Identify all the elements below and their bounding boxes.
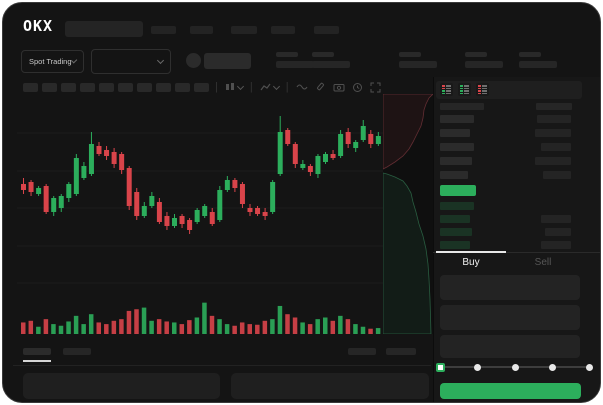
book-bids-view-icon[interactable] — [458, 83, 471, 96]
camera-icon[interactable] — [333, 82, 345, 92]
coin-icon — [186, 53, 201, 68]
spot-trading-label: Spot Trading — [29, 57, 72, 66]
bottom-tab-active-indicator — [23, 360, 51, 362]
bottom-tab-2[interactable] — [63, 348, 91, 355]
fullscreen-icon[interactable] — [370, 82, 381, 93]
timeframe-button[interactable] — [99, 83, 114, 92]
order-book-bid-row[interactable] — [440, 228, 571, 236]
last-price-bar[interactable] — [440, 185, 476, 196]
order-book-bid-row[interactable] — [440, 215, 571, 223]
ticker-stat-1 — [276, 52, 314, 68]
bottom-action-1[interactable] — [348, 348, 376, 355]
ticker-stat-4 — [465, 52, 503, 68]
order-book-bid-row[interactable] — [440, 241, 571, 249]
ticker-stat-2 — [312, 52, 350, 68]
okx-logo: OKX — [23, 17, 54, 35]
nav-item-3[interactable] — [231, 26, 257, 34]
timeframe-button[interactable] — [23, 83, 38, 92]
indicators-icon[interactable] — [260, 82, 280, 93]
nav-item-4[interactable] — [271, 26, 295, 34]
timeframe-button[interactable] — [118, 83, 133, 92]
timeframe-button[interactable] — [80, 83, 95, 92]
nav-item-2[interactable] — [190, 26, 213, 34]
buy-submit-button[interactable] — [440, 383, 581, 399]
order-book-header-left — [440, 103, 484, 110]
order-book-ask-row[interactable] — [440, 171, 571, 179]
candlestick-chart[interactable] — [17, 94, 383, 338]
nav-item-1[interactable] — [151, 26, 176, 34]
order-book-ask-row[interactable] — [440, 115, 571, 123]
wave-icon[interactable] — [296, 82, 308, 92]
bottom-tab-1[interactable] — [23, 348, 51, 355]
depth-chart — [383, 94, 433, 334]
spot-trading-selector[interactable]: Spot Trading — [21, 50, 84, 73]
timeframe-button[interactable] — [175, 83, 190, 92]
order-book-header-right — [536, 103, 572, 110]
bottom-panel-left — [23, 373, 220, 399]
price-input[interactable] — [440, 275, 580, 300]
timeframe-button[interactable] — [61, 83, 76, 92]
candle-style-icon[interactable] — [225, 82, 244, 93]
order-book-ask-row[interactable] — [440, 129, 571, 137]
candles-layer — [21, 116, 381, 234]
slider-stop-25[interactable] — [474, 364, 481, 371]
order-book-ask-row[interactable] — [440, 157, 571, 165]
search-input[interactable] — [65, 21, 143, 37]
tab-sell[interactable]: Sell — [534, 257, 552, 268]
timeframe-buttons — [23, 83, 209, 92]
order-book-ask-row[interactable] — [440, 143, 571, 151]
timeframe-button[interactable] — [42, 83, 57, 92]
ticker-stat-5 — [519, 52, 557, 68]
chart-tools: | | | — [215, 81, 381, 93]
asks-depth-area — [383, 94, 433, 170]
timeframe-button[interactable] — [156, 83, 171, 92]
timeframe-button[interactable] — [194, 83, 209, 92]
bids-depth-area — [383, 172, 432, 334]
book-combined-view-icon[interactable] — [440, 83, 453, 96]
slider-stop-75[interactable] — [549, 364, 556, 371]
volume-layer — [21, 302, 381, 334]
order-book-toolbar — [436, 81, 582, 99]
slider-handle[interactable] — [436, 363, 445, 372]
order-book-bid-row[interactable] — [440, 202, 571, 210]
chevron-down-icon — [156, 56, 165, 65]
slider-stop-50[interactable] — [512, 364, 519, 371]
slider-stop-100[interactable] — [586, 364, 593, 371]
history-icon[interactable] — [352, 82, 363, 93]
nav-item-5[interactable] — [314, 26, 339, 34]
amount-input[interactable] — [440, 305, 580, 330]
active-tab-indicator — [436, 251, 506, 253]
draw-icon[interactable] — [315, 82, 326, 93]
pair-selector-dropdown[interactable] — [91, 49, 171, 74]
ticker-stat-3 — [399, 52, 437, 68]
order-book-view-icons — [440, 83, 489, 96]
pair-name-placeholder — [204, 53, 251, 69]
book-asks-view-icon[interactable] — [476, 83, 489, 96]
total-input[interactable] — [440, 335, 580, 358]
timeframe-button[interactable] — [137, 83, 152, 92]
tab-buy[interactable]: Buy — [462, 257, 480, 268]
bottom-panel-right — [231, 373, 429, 399]
bottom-action-2[interactable] — [386, 348, 416, 355]
